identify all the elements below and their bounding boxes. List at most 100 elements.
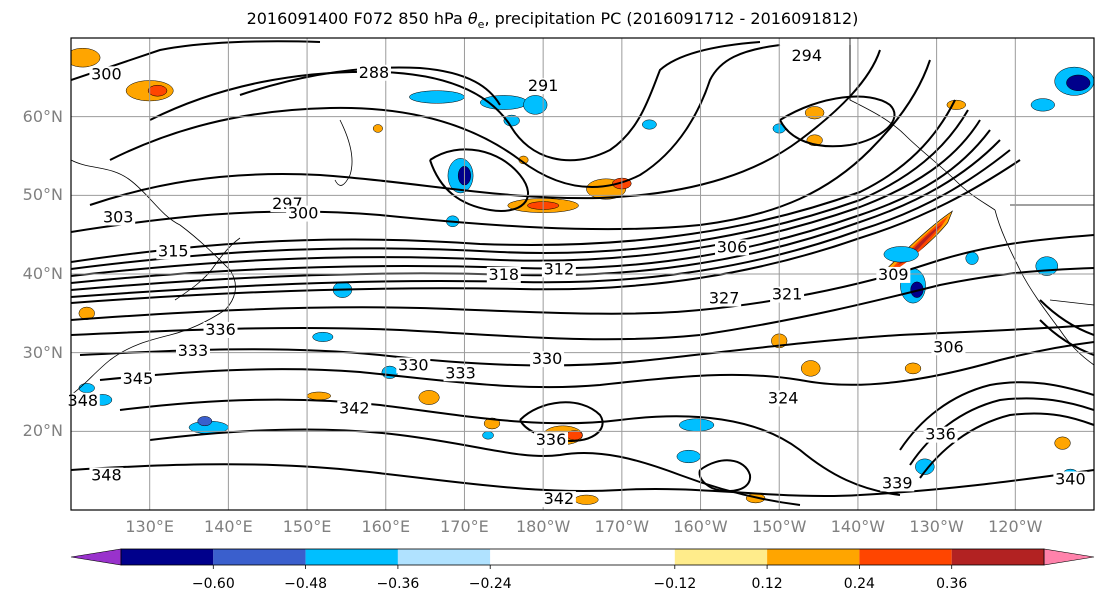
contour-line <box>71 267 1094 341</box>
contour-line <box>99 341 1094 389</box>
contour-label: 321 <box>772 285 803 304</box>
lon-tick-label: 150°E <box>282 517 332 536</box>
colorbar-tick-label: −0.12 <box>653 576 697 592</box>
contour-label-bg <box>486 266 521 283</box>
theta-symbol: θ <box>467 9 478 28</box>
contour-line <box>1039 299 1094 336</box>
contour-label: 333 <box>445 363 476 382</box>
lat-tick-label: 30°N <box>22 342 63 362</box>
precip-anomaly-negative <box>676 449 701 464</box>
contour-label-bg <box>541 491 576 508</box>
contour-label: 309 <box>878 265 909 284</box>
contour-label-bg <box>89 66 124 83</box>
contour-label-bg <box>923 426 958 443</box>
contour-line <box>239 66 501 106</box>
contour-label-bg <box>156 243 191 260</box>
contour-label: 336 <box>536 430 567 449</box>
graticule <box>71 38 1094 510</box>
colorbar-segment <box>951 549 1044 565</box>
contour-label: 330 <box>532 349 563 368</box>
colorbar-segment <box>213 549 306 565</box>
contour-label: 339 <box>882 473 913 492</box>
colorbar-segment <box>397 549 491 565</box>
contour-line <box>71 139 1001 291</box>
contour-label: 300 <box>91 64 122 83</box>
contour-label-bg <box>203 322 238 338</box>
title-suffix: , precipitation PC (2016091712 - 2016091… <box>484 9 859 28</box>
precip-anomaly-negative <box>1035 256 1059 276</box>
colorbar-tick-label: 0.24 <box>843 576 875 592</box>
coastline-asia <box>71 159 236 396</box>
lon-tick-label: 160°W <box>673 517 728 536</box>
contour-label: 348 <box>68 391 99 410</box>
contour-label-bg <box>101 209 136 226</box>
lon-tick-label: 140°E <box>204 517 253 536</box>
contour-line <box>71 129 991 284</box>
contour-label: 324 <box>768 388 799 407</box>
lat-tick-label: 50°N <box>22 185 63 205</box>
colorbar-segment <box>121 549 214 565</box>
contour-label-bg <box>337 400 372 417</box>
precip-anomaly-negative <box>482 431 494 440</box>
contour-label-bg <box>707 290 742 307</box>
contour-label-bg <box>120 370 155 387</box>
contour-line <box>71 159 1021 304</box>
contour-label: 291 <box>528 76 559 95</box>
coastline-japan <box>174 237 241 301</box>
colorbar-segment <box>859 549 952 565</box>
contour-label: 318 <box>489 265 520 284</box>
contour-label-bg <box>534 432 569 449</box>
precip-anomaly-positive <box>574 494 599 505</box>
contour-label: 306 <box>717 237 748 256</box>
contour-label: 327 <box>709 289 740 308</box>
lon-tick-label: 170°E <box>440 517 489 536</box>
lon-tick-label: 120°W <box>988 517 1043 536</box>
colorbar-segment <box>305 549 398 565</box>
precip-anomaly-positive <box>372 124 383 133</box>
colorbar-extend-max <box>1043 548 1095 566</box>
colorbar-tick-label: −0.60 <box>191 576 235 592</box>
plot-title: 2016091400 F072 850 hPa θe, precipitatio… <box>0 9 1105 31</box>
precip-anomaly-positive <box>71 47 101 68</box>
lat-tick-label: 20°N <box>22 421 63 441</box>
precip-anomaly-negative <box>965 251 979 265</box>
precip-anomaly-negative <box>915 458 935 475</box>
contour-label-bg <box>89 467 124 484</box>
precip-anomaly-positive <box>418 390 440 405</box>
colorbar-tick-label: 0.12 <box>751 576 783 592</box>
contour-line <box>71 234 1094 321</box>
contour-label: 330 <box>398 355 429 374</box>
colorbar-tick-label: −0.48 <box>284 576 328 592</box>
contour-label-bg <box>1053 471 1088 488</box>
precip-anomaly-negative <box>679 418 715 432</box>
contour-line <box>71 109 969 270</box>
lat-tick-label: 60°N <box>22 106 63 126</box>
contour-label: 336 <box>925 425 956 444</box>
contour-label: 342 <box>339 399 370 418</box>
precip-anomaly-positive <box>483 417 501 430</box>
lon-tick-label: 170°W <box>594 517 650 536</box>
contour-label: 306 <box>933 337 964 356</box>
precip-anomaly-negative <box>381 365 398 379</box>
contour-label-bg <box>789 48 824 65</box>
map-frame <box>70 37 1095 511</box>
contour-label-bg <box>530 351 565 368</box>
contour-line <box>71 99 956 263</box>
precip-anomaly-negative <box>197 416 213 427</box>
precip-anomaly-positive <box>804 106 825 120</box>
contour-label-bg <box>931 339 966 356</box>
coastline-namerica-west <box>994 209 1094 366</box>
colorbar-tick-label: 0.36 <box>936 576 968 592</box>
precip-anomaly-negative <box>523 95 548 115</box>
contour-label: 348 <box>91 466 122 485</box>
contour-label: 315 <box>158 241 189 260</box>
contour-line <box>119 398 901 496</box>
contour-label: 342 <box>544 489 575 508</box>
contour-label-bg <box>65 392 100 409</box>
contour-label-bg <box>526 78 561 95</box>
contour-label: 294 <box>791 46 822 65</box>
contour-line <box>1039 319 1094 356</box>
lon-tick-label: 160°E <box>361 517 411 536</box>
